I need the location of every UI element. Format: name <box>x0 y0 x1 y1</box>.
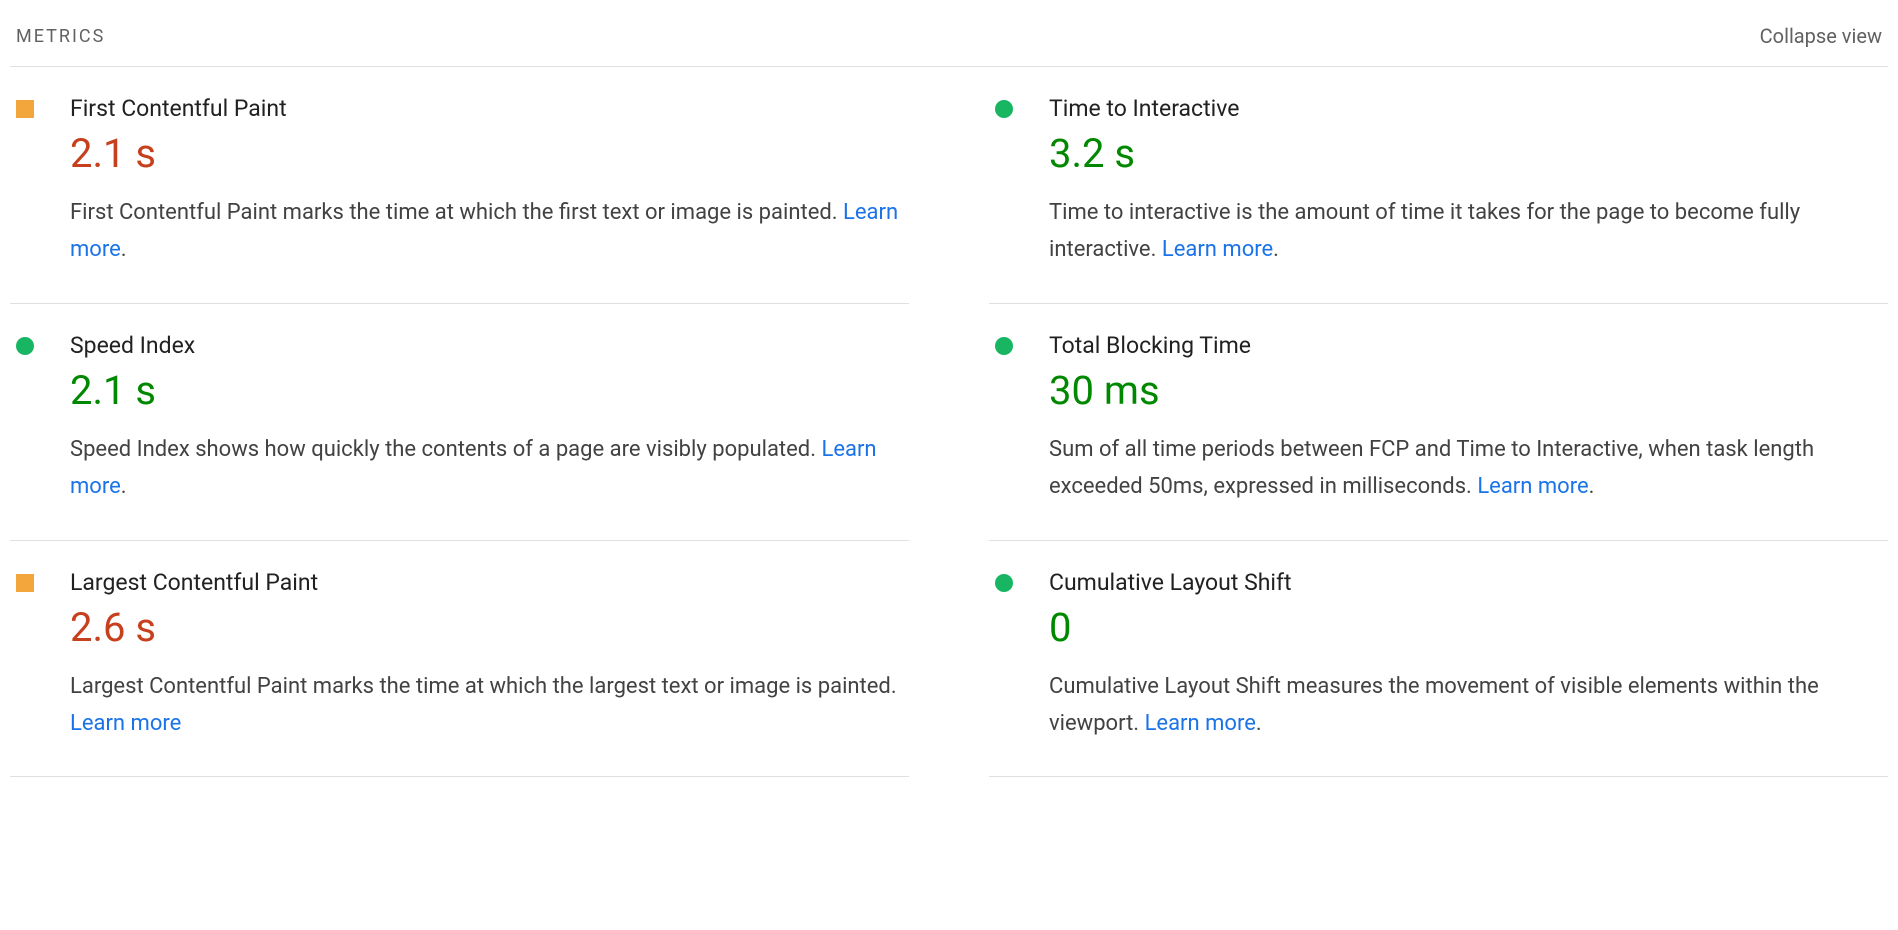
metric-card: Cumulative Layout Shift 0 Cumulative Layou… <box>989 541 1888 778</box>
collapse-view-button[interactable]: Collapse view <box>1760 24 1882 48</box>
metric-title: Time to Interactive <box>1049 95 1882 122</box>
metrics-header: METRICS Collapse view <box>10 10 1888 67</box>
metric-card: First Contentful Paint 2.1 s First Content… <box>10 67 909 304</box>
pass-indicator-icon <box>995 337 1013 355</box>
metric-body: Speed Index 2.1 s Speed Index shows how qu… <box>70 332 903 506</box>
metric-body: Time to Interactive 3.2 s Time to interact… <box>1049 95 1882 269</box>
metric-description-text: Speed Index shows how quickly the conten… <box>70 437 821 462</box>
section-title: METRICS <box>16 26 105 47</box>
metric-description: Largest Contentful Paint marks the time … <box>70 668 903 743</box>
learn-more-link[interactable]: Learn more <box>1477 474 1588 499</box>
pass-indicator-icon <box>16 337 34 355</box>
metric-description-suffix: . <box>1589 474 1595 499</box>
metric-title: First Contentful Paint <box>70 95 903 122</box>
pass-indicator-icon <box>995 574 1013 592</box>
metric-card: Largest Contentful Paint 2.6 s Largest Con… <box>10 541 909 778</box>
metric-description-suffix: . <box>121 237 127 262</box>
warn-indicator-icon <box>16 574 34 592</box>
metric-description-suffix: . <box>121 474 127 499</box>
metric-value: 3.2 s <box>1049 132 1882 176</box>
warn-indicator-icon <box>16 100 34 118</box>
metric-card: Speed Index 2.1 s Speed Index shows how qu… <box>10 304 909 541</box>
metric-value: 2.1 s <box>70 369 903 413</box>
metric-description: Speed Index shows how quickly the conten… <box>70 431 903 506</box>
metric-description-suffix: . <box>1256 711 1262 736</box>
metric-description: Cumulative Layout Shift measures the mov… <box>1049 668 1882 743</box>
metric-description: First Contentful Paint marks the time at… <box>70 194 903 269</box>
learn-more-link[interactable]: Learn more <box>70 711 181 736</box>
metric-value: 30 ms <box>1049 369 1882 413</box>
learn-more-link[interactable]: Learn more <box>1145 711 1256 736</box>
metric-title: Largest Contentful Paint <box>70 569 903 596</box>
metric-description-text: First Contentful Paint marks the time at… <box>70 200 843 225</box>
metric-description: Time to interactive is the amount of tim… <box>1049 194 1882 269</box>
metric-value: 2.1 s <box>70 132 903 176</box>
metric-card: Total Blocking Time 30 ms Sum of all time … <box>989 304 1888 541</box>
metric-title: Total Blocking Time <box>1049 332 1882 359</box>
metric-body: Largest Contentful Paint 2.6 s Largest Con… <box>70 569 903 743</box>
metric-title: Speed Index <box>70 332 903 359</box>
metric-description-text: Sum of all time periods between FCP and … <box>1049 437 1814 499</box>
metric-body: Cumulative Layout Shift 0 Cumulative Layou… <box>1049 569 1882 743</box>
metric-body: First Contentful Paint 2.1 s First Content… <box>70 95 903 269</box>
metric-body: Total Blocking Time 30 ms Sum of all time … <box>1049 332 1882 506</box>
metrics-grid: First Contentful Paint 2.1 s First Content… <box>10 67 1888 777</box>
metric-description-text: Largest Contentful Paint marks the time … <box>70 674 897 699</box>
metric-card: Time to Interactive 3.2 s Time to interact… <box>989 67 1888 304</box>
metric-description: Sum of all time periods between FCP and … <box>1049 431 1882 506</box>
metric-description-suffix: . <box>1273 237 1279 262</box>
metric-value: 2.6 s <box>70 606 903 650</box>
metric-title: Cumulative Layout Shift <box>1049 569 1882 596</box>
learn-more-link[interactable]: Learn more <box>1162 237 1273 262</box>
pass-indicator-icon <box>995 100 1013 118</box>
metric-value: 0 <box>1049 606 1882 650</box>
